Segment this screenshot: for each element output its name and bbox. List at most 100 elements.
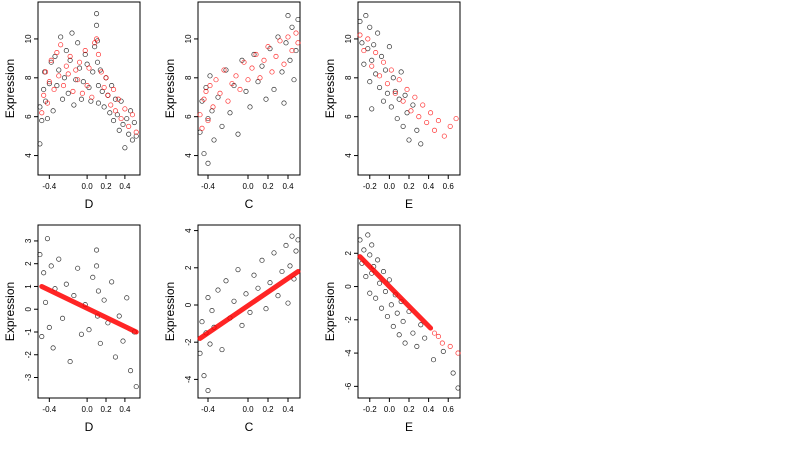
data-point (289, 233, 295, 239)
data-point (231, 298, 237, 304)
data-point-red (416, 114, 422, 120)
y-tick-label: -4 (184, 375, 193, 383)
data-point-red (369, 63, 375, 69)
data-point (75, 265, 81, 271)
data-point (223, 67, 229, 73)
data-point (390, 323, 396, 330)
data-point-red (133, 129, 139, 135)
data-point (86, 327, 92, 333)
data-point-red (447, 123, 453, 129)
data-point (243, 88, 249, 94)
data-point-red (377, 73, 383, 79)
x-tick-label: 0.0 (82, 182, 94, 191)
y-tick-label: 0 (344, 284, 353, 289)
x-axis-title: E (405, 197, 413, 211)
data-point-red (58, 42, 64, 48)
data-point (373, 71, 379, 77)
data-point-red (197, 112, 203, 118)
data-point (95, 83, 101, 89)
data-point-red (43, 69, 49, 75)
data-point (111, 118, 117, 124)
data-point (90, 274, 96, 280)
data-point (116, 127, 122, 133)
y-tick-label: 1 (24, 284, 33, 289)
data-point (219, 347, 225, 353)
data-point (295, 237, 301, 243)
data-point (394, 310, 400, 316)
data-point (359, 40, 365, 46)
x-tick-label: 0.0 (384, 182, 396, 191)
data-point (267, 280, 273, 286)
data-point (373, 295, 379, 301)
data-point (65, 90, 71, 96)
data-point (67, 57, 73, 63)
data-point-red (441, 133, 447, 139)
data-point (422, 335, 428, 341)
data-point (50, 345, 56, 351)
data-point-red (207, 83, 213, 89)
data-point (285, 300, 291, 306)
data-point (63, 281, 69, 287)
data-point (69, 30, 75, 36)
data-point (357, 18, 363, 24)
panel-5: -0.4 0.0 0.2 0.4 -4 -2 0 2 4 C Expression (163, 224, 301, 434)
data-point-red (98, 69, 104, 75)
data-point (94, 263, 100, 269)
data-point (378, 305, 385, 311)
data-point (404, 110, 410, 116)
data-point-red (273, 53, 279, 59)
data-point (203, 84, 209, 91)
data-point-red (439, 340, 445, 346)
data-point (197, 129, 203, 135)
data-point (215, 94, 221, 100)
data-point-red (79, 90, 85, 96)
data-point (39, 118, 45, 124)
data-point (112, 354, 118, 360)
data-point-red (455, 350, 461, 356)
data-point-red (41, 92, 47, 98)
data-point (263, 306, 269, 312)
data-point (377, 280, 383, 286)
y-axis-title: Expression (323, 282, 337, 341)
panel-1: -0.4 0.0 0.2 0.4 4 6 8 10 D Expression (3, 1, 141, 211)
plot-frame (37, 1, 141, 176)
data-point (39, 333, 45, 340)
data-point-red (253, 51, 259, 58)
data-point (410, 102, 416, 108)
y-tick-label: 10 (344, 34, 353, 43)
y-tick-label: 6 (184, 114, 193, 119)
data-point-red (101, 84, 107, 91)
data-point (255, 285, 261, 291)
data-point (120, 338, 126, 344)
x-axis-title: C (245, 420, 254, 434)
y-tick-label: 6 (24, 114, 33, 119)
data-point (450, 370, 456, 376)
data-point (251, 51, 257, 58)
data-point-red (39, 110, 45, 116)
y-tick-label: 0 (24, 306, 33, 311)
data-point (375, 30, 381, 36)
data-point (394, 116, 400, 122)
data-point-red (82, 48, 88, 54)
data-point (109, 279, 115, 285)
data-point (107, 110, 113, 116)
data-point (396, 332, 402, 338)
data-point (279, 268, 285, 275)
data-point (215, 287, 221, 293)
data-point-red (245, 77, 251, 83)
data-point-red (295, 40, 301, 46)
data-point (60, 315, 66, 321)
data-point-red (48, 57, 54, 63)
data-point (400, 318, 406, 325)
data-point (386, 277, 392, 283)
data-point-red (54, 49, 60, 56)
data-point-red (392, 90, 398, 96)
data-point (58, 34, 64, 40)
data-point (239, 322, 245, 329)
data-point (406, 137, 412, 143)
data-point-red (122, 106, 128, 112)
data-point (205, 160, 211, 166)
y-tick-label: 10 (184, 34, 193, 43)
data-point (259, 63, 265, 69)
